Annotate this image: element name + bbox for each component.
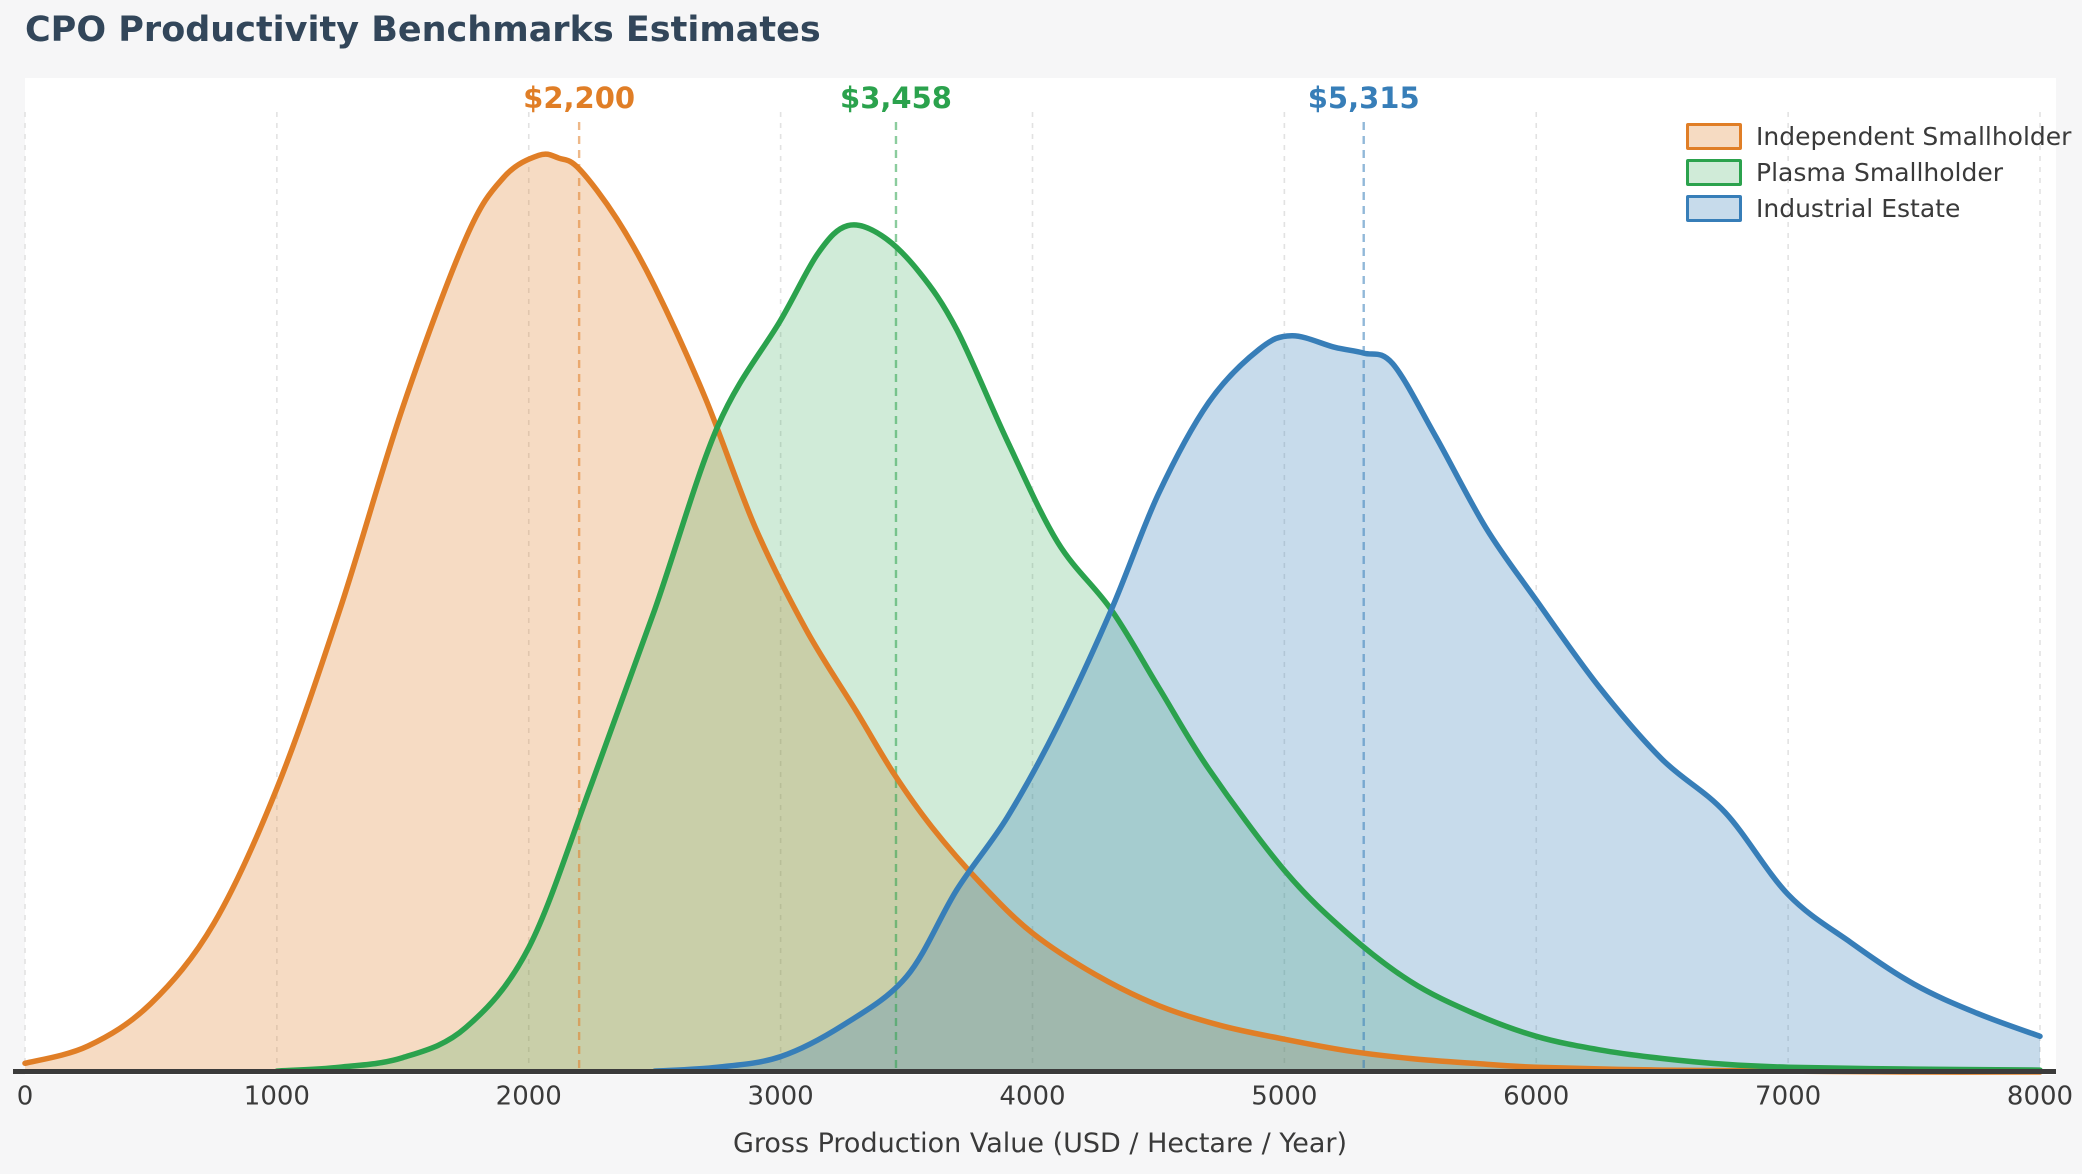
x-tick-6000: 6000 xyxy=(1503,1081,1569,1111)
legend: Independent Smallholder Plasma Smallholde… xyxy=(1686,123,2071,222)
peak-annotations: $2,200 $3,458 $5,315 xyxy=(523,81,1420,115)
x-tick-2000: 2000 xyxy=(496,1081,562,1111)
x-tick-4000: 4000 xyxy=(999,1081,1065,1111)
legend-swatch-icon xyxy=(1686,159,1742,186)
chart-title: CPO Productivity Benchmarks Estimates xyxy=(25,10,821,50)
kde-fill-independent-smallholder xyxy=(25,154,2040,1073)
legend-swatch-icon xyxy=(1686,195,1742,222)
plot-area xyxy=(25,78,2056,1075)
x-tick-8000: 8000 xyxy=(2007,1081,2073,1111)
x-axis-title: Gross Production Value (USD / Hectare / … xyxy=(733,1128,1347,1159)
peak-label-independent-smallholder: $2,200 xyxy=(523,81,635,115)
density-curves xyxy=(22,151,2043,1075)
legend-swatch-icon xyxy=(1686,123,1742,150)
kde-fill-industrial-estate xyxy=(654,335,2041,1073)
x-tick-5000: 5000 xyxy=(1251,1081,1317,1111)
legend-item-independent-smallholder: Independent Smallholder xyxy=(1686,123,2071,150)
legend-label: Industrial Estate xyxy=(1756,194,1961,223)
x-tick-0: 0 xyxy=(17,1081,34,1111)
peak-label-industrial-estate: $5,315 xyxy=(1308,81,1420,115)
x-axis-ticks: 0 1000 2000 3000 4000 5000 6000 7000 8000 xyxy=(17,1081,2073,1111)
mean-dashed-lines xyxy=(577,122,1365,1071)
legend-label: Independent Smallholder xyxy=(1756,122,2072,151)
legend-item-industrial-estate: Industrial Estate xyxy=(1686,195,2071,222)
kde-curve-independent-smallholder xyxy=(22,151,2043,1075)
legend-item-plasma-smallholder: Plasma Smallholder xyxy=(1686,159,2071,186)
x-tick-7000: 7000 xyxy=(1755,1081,1821,1111)
kde-curve-industrial-estate xyxy=(651,332,2043,1074)
kde-curve-plasma-smallholder xyxy=(274,222,2043,1074)
x-tick-1000: 1000 xyxy=(244,1081,310,1111)
peak-label-plasma-smallholder: $3,458 xyxy=(840,81,952,115)
x-tick-3000: 3000 xyxy=(748,1081,814,1111)
legend-label: Plasma Smallholder xyxy=(1756,158,2004,187)
